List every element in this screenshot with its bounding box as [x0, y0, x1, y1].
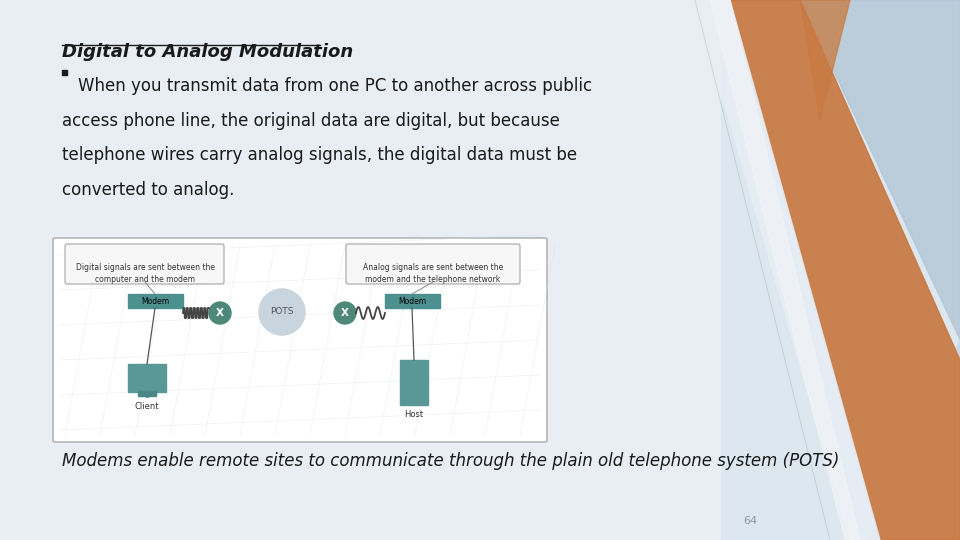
Text: When you transmit data from one PC to another across public: When you transmit data from one PC to an…: [78, 77, 592, 95]
Polygon shape: [695, 0, 880, 540]
Polygon shape: [800, 0, 850, 120]
Circle shape: [334, 302, 356, 324]
Text: access phone line, the original data are digital, but because: access phone line, the original data are…: [62, 112, 560, 130]
Polygon shape: [730, 0, 960, 540]
Polygon shape: [710, 0, 860, 540]
Circle shape: [209, 302, 231, 324]
Bar: [138, 391, 156, 396]
Text: Host: Host: [404, 410, 423, 419]
Text: Client: Client: [134, 402, 159, 411]
Text: X: X: [216, 308, 224, 318]
Text: POTS: POTS: [271, 307, 294, 316]
Polygon shape: [870, 340, 960, 540]
Text: X: X: [341, 308, 349, 318]
Text: Modem: Modem: [398, 296, 426, 306]
Bar: [0, 0, 720, 540]
Polygon shape: [800, 0, 960, 340]
Bar: [128, 364, 166, 392]
Bar: [128, 294, 183, 308]
FancyBboxPatch shape: [53, 238, 547, 442]
Text: 64: 64: [743, 516, 757, 526]
Text: Digital signals are sent between the
computer and the modem: Digital signals are sent between the com…: [76, 263, 214, 284]
FancyBboxPatch shape: [65, 244, 224, 284]
Text: Analog signals are sent between the
modem and the telephone network: Analog signals are sent between the mode…: [363, 263, 503, 284]
Text: converted to analog.: converted to analog.: [62, 181, 234, 199]
Text: Modems enable remote sites to communicate through the plain old telephone system: Modems enable remote sites to communicat…: [62, 452, 839, 470]
Text: Digital to Analog Modulation: Digital to Analog Modulation: [62, 43, 353, 61]
Circle shape: [259, 289, 305, 335]
Bar: [400, 360, 428, 405]
Text: telephone wires carry analog signals, the digital data must be: telephone wires carry analog signals, th…: [62, 146, 577, 164]
FancyBboxPatch shape: [346, 244, 520, 284]
Bar: [62, 70, 67, 75]
Bar: [385, 294, 440, 308]
Text: Modem: Modem: [141, 296, 169, 306]
